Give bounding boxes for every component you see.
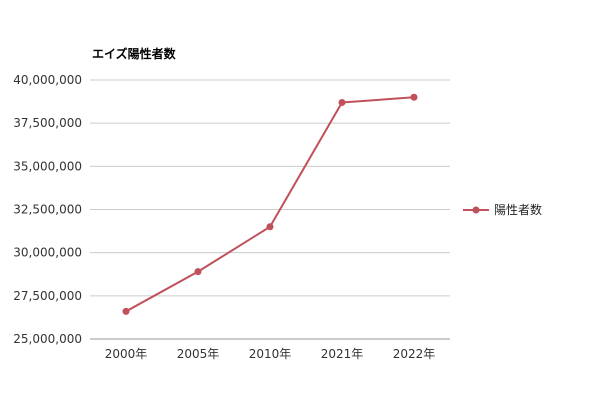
- y-tick-label: 35,000,000: [13, 159, 82, 173]
- y-tick-label: 25,000,000: [13, 332, 82, 346]
- y-axis-tick-labels: 25,000,000 27,500,000 30,000,000 32,500,000…: [13, 73, 82, 346]
- series-line: [125, 96, 415, 313]
- y-tick-label: 27,500,000: [13, 289, 82, 303]
- gridlines: [90, 79, 450, 340]
- y-tick-label: 40,000,000: [13, 73, 82, 87]
- legend[interactable]: 陽性者数: [463, 202, 542, 217]
- legend-item[interactable]: 陽性者数: [463, 202, 542, 217]
- chart-title: エイズ陽性者数: [92, 46, 177, 61]
- legend-swatch-marker: [472, 206, 480, 214]
- data-point: [122, 307, 130, 315]
- x-tick-label: 2000年: [105, 347, 148, 361]
- data-point: [338, 98, 346, 106]
- x-tick-label: 2021年: [321, 347, 364, 361]
- y-tick-label: 32,500,000: [13, 203, 82, 217]
- data-point: [266, 223, 274, 231]
- x-tick-label: 2022年: [393, 347, 436, 361]
- legend-label: 陽性者数: [494, 202, 542, 217]
- y-tick-label: 30,000,000: [13, 246, 82, 260]
- data-point: [194, 268, 202, 276]
- data-point: [410, 93, 418, 101]
- series-layer: [122, 93, 418, 315]
- x-tick-label: 2005年: [177, 347, 220, 361]
- x-tick-label: 2010年: [249, 347, 292, 361]
- y-tick-label: 37,500,000: [13, 116, 82, 130]
- x-axis-tick-labels: 2000年 2005年 2010年 2021年 2022年: [105, 347, 436, 361]
